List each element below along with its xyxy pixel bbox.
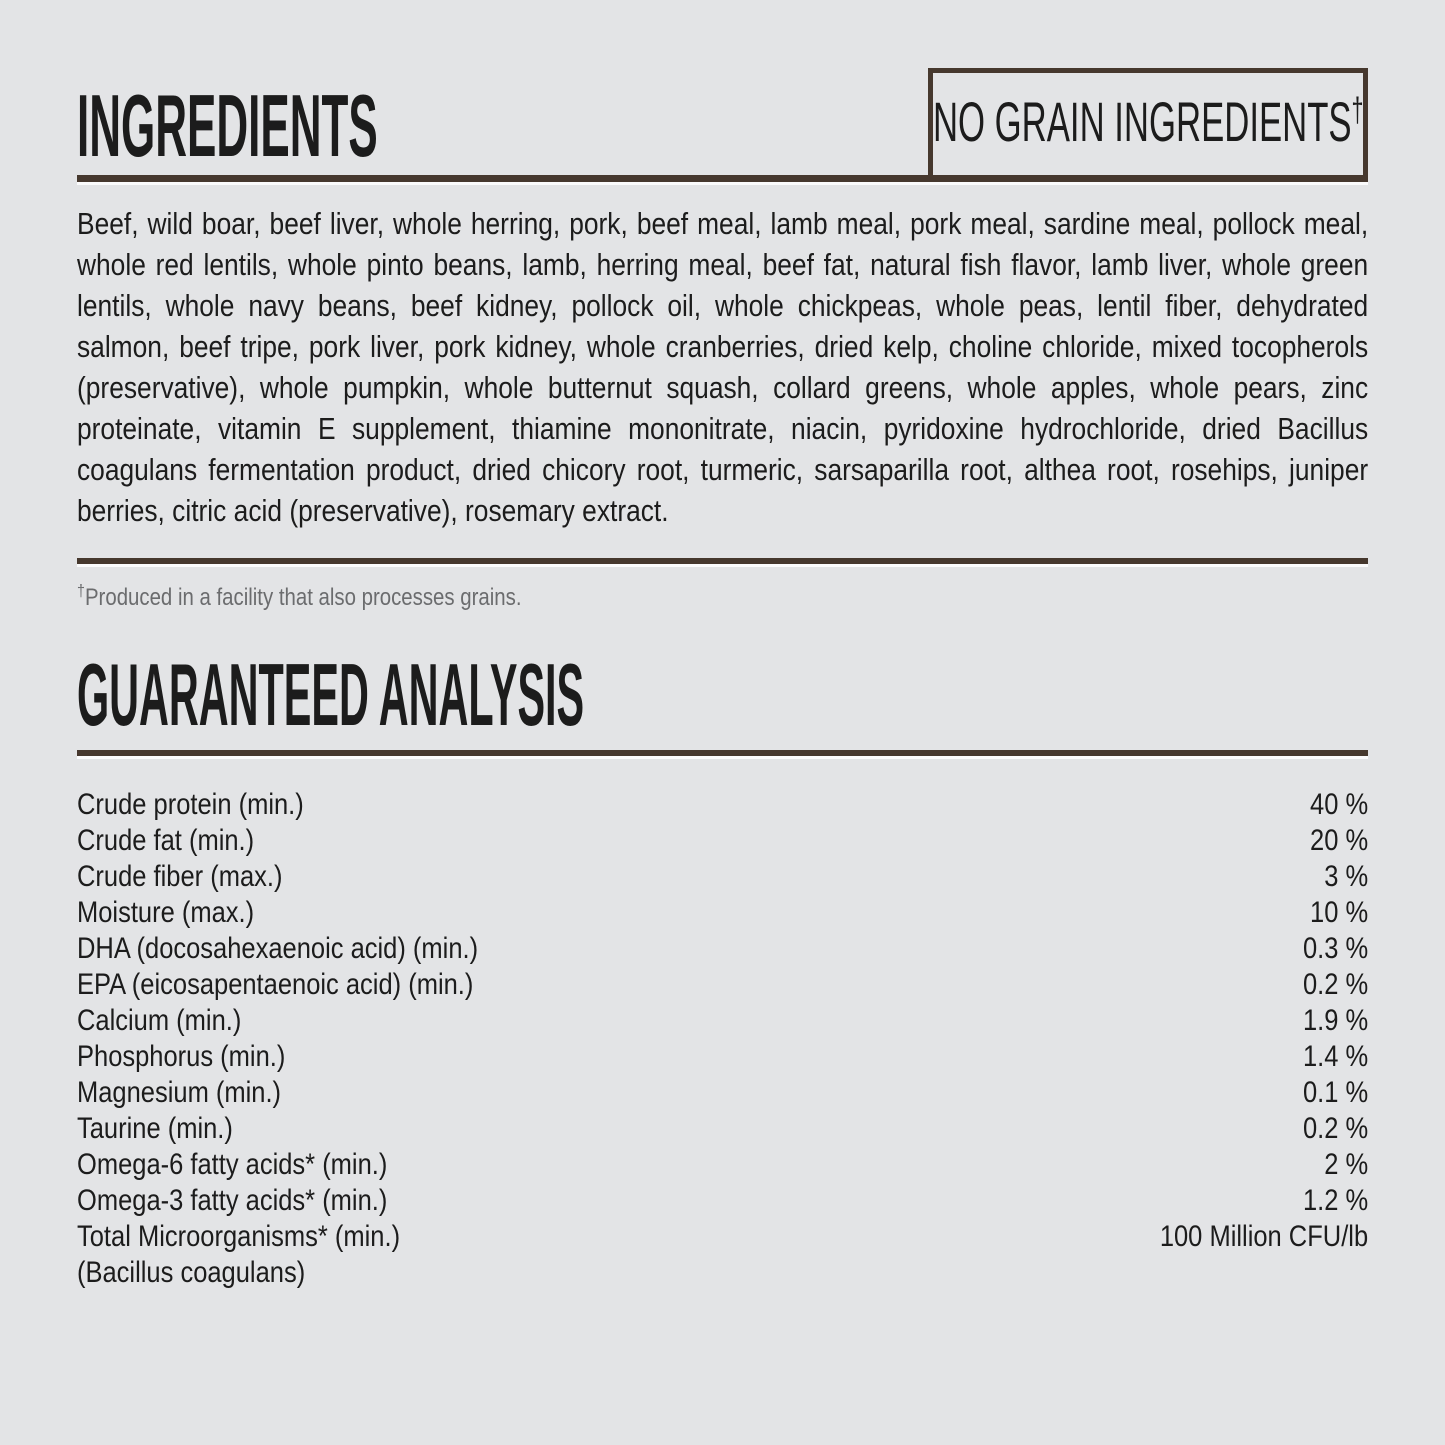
- analysis-row: Moisture (max.) 10 %: [77, 895, 1368, 931]
- divider: [77, 558, 1368, 564]
- analysis-row-label: Crude fat (min.): [77, 824, 255, 857]
- footnote-dagger-mark: †: [77, 581, 85, 600]
- analysis-row: (Bacillus coagulans): [77, 1255, 1368, 1291]
- analysis-row: Omega-3 fatty acids* (min.) 1.2 %: [77, 1183, 1368, 1219]
- analysis-row-value: 0.2 %: [1302, 968, 1369, 1001]
- analysis-row: Omega-6 fatty acids* (min.) 2 %: [77, 1147, 1368, 1183]
- analysis-row-label: Taurine (min.): [77, 1112, 233, 1145]
- analysis-row: Crude fat (min.) 20 %: [77, 823, 1368, 859]
- ingredients-header: INGREDIENTS NO GRAIN INGREDIENTS†: [77, 68, 1368, 182]
- analysis-row-label: Omega-6 fatty acids* (min.): [77, 1148, 388, 1181]
- analysis-row: Magnesium (min.) 0.1 %: [77, 1075, 1368, 1111]
- analysis-row-label: Phosphorus (min.): [77, 1040, 286, 1073]
- analysis-row-label: DHA (docosahexaenoic acid) (min.): [77, 932, 479, 965]
- analysis-row-value: 1.4 %: [1302, 1040, 1369, 1073]
- no-grain-badge-text: NO GRAIN INGREDIENTS†: [933, 89, 1364, 160]
- guaranteed-analysis-title: GUARANTEED ANALYSIS: [77, 645, 1368, 744]
- analysis-row-label: Magnesium (min.): [77, 1076, 282, 1109]
- analysis-row-value: 0.3 %: [1302, 932, 1369, 965]
- label-content: INGREDIENTS NO GRAIN INGREDIENTS† Beef, …: [77, 68, 1369, 1291]
- analysis-row-value: 3 %: [1324, 860, 1369, 893]
- analysis-row: Phosphorus (min.) 1.4 %: [77, 1039, 1368, 1075]
- analysis-row-label: Omega-3 fatty acids* (min.): [77, 1184, 388, 1217]
- no-grain-badge-label: NO GRAIN INGREDIENTS: [932, 89, 1352, 153]
- analysis-row-value: 20 %: [1310, 824, 1369, 857]
- analysis-row: DHA (docosahexaenoic acid) (min.) 0.3 %: [77, 931, 1368, 967]
- dagger-mark: †: [1351, 90, 1364, 129]
- analysis-row-label: Moisture (max.): [77, 896, 255, 929]
- footnote-text: Produced in a facility that also process…: [84, 584, 522, 611]
- guaranteed-analysis-header: GUARANTEED ANALYSIS: [77, 645, 1368, 756]
- analysis-row-label: Calcium (min.): [77, 1004, 242, 1037]
- ingredients-title-text: INGREDIENTS: [77, 76, 378, 175]
- footnote: †Produced in a facility that also proces…: [77, 576, 1368, 613]
- analysis-row-value: 10 %: [1310, 896, 1369, 929]
- analysis-row: Calcium (min.) 1.9 %: [77, 1003, 1368, 1039]
- analysis-row: Total Microorganisms* (min.) 100 Million…: [77, 1219, 1368, 1255]
- analysis-row: EPA (eicosapentaenoic acid) (min.) 0.2 %: [77, 967, 1368, 1003]
- analysis-row-label: Total Microorganisms* (min.): [77, 1220, 401, 1253]
- analysis-row-label: Crude protein (min.): [77, 788, 304, 821]
- ingredients-list-text: Beef, wild boar, beef liver, whole herri…: [77, 206, 1369, 528]
- analysis-row-label: (Bacillus coagulans): [77, 1256, 306, 1289]
- analysis-row-label: Crude fiber (max.): [77, 860, 283, 893]
- analysis-row: Crude fiber (max.) 3 %: [77, 859, 1368, 895]
- analysis-row: Crude protein (min.) 40 %: [77, 787, 1368, 823]
- analysis-row-value: 1.2 %: [1302, 1184, 1369, 1217]
- analysis-row: Taurine (min.) 0.2 %: [77, 1111, 1368, 1147]
- analysis-row-label: EPA (eicosapentaenoic acid) (min.): [77, 968, 474, 1001]
- no-grain-badge: NO GRAIN INGREDIENTS†: [928, 68, 1368, 175]
- guaranteed-analysis-table: Crude protein (min.) 40 % Crude fat (min…: [77, 787, 1368, 1291]
- ingredients-title: INGREDIENTS: [77, 76, 678, 175]
- analysis-row-value: 0.2 %: [1302, 1112, 1369, 1145]
- analysis-row-value: 100 Million CFU/lb: [1159, 1220, 1369, 1253]
- analysis-row-value: 40 %: [1310, 788, 1369, 821]
- analysis-row-value: 1.9 %: [1302, 1004, 1369, 1037]
- analysis-row-value: 0.1 %: [1302, 1076, 1369, 1109]
- guaranteed-analysis-title-text: GUARANTEED ANALYSIS: [77, 645, 585, 744]
- analysis-row-value: 2 %: [1324, 1148, 1369, 1181]
